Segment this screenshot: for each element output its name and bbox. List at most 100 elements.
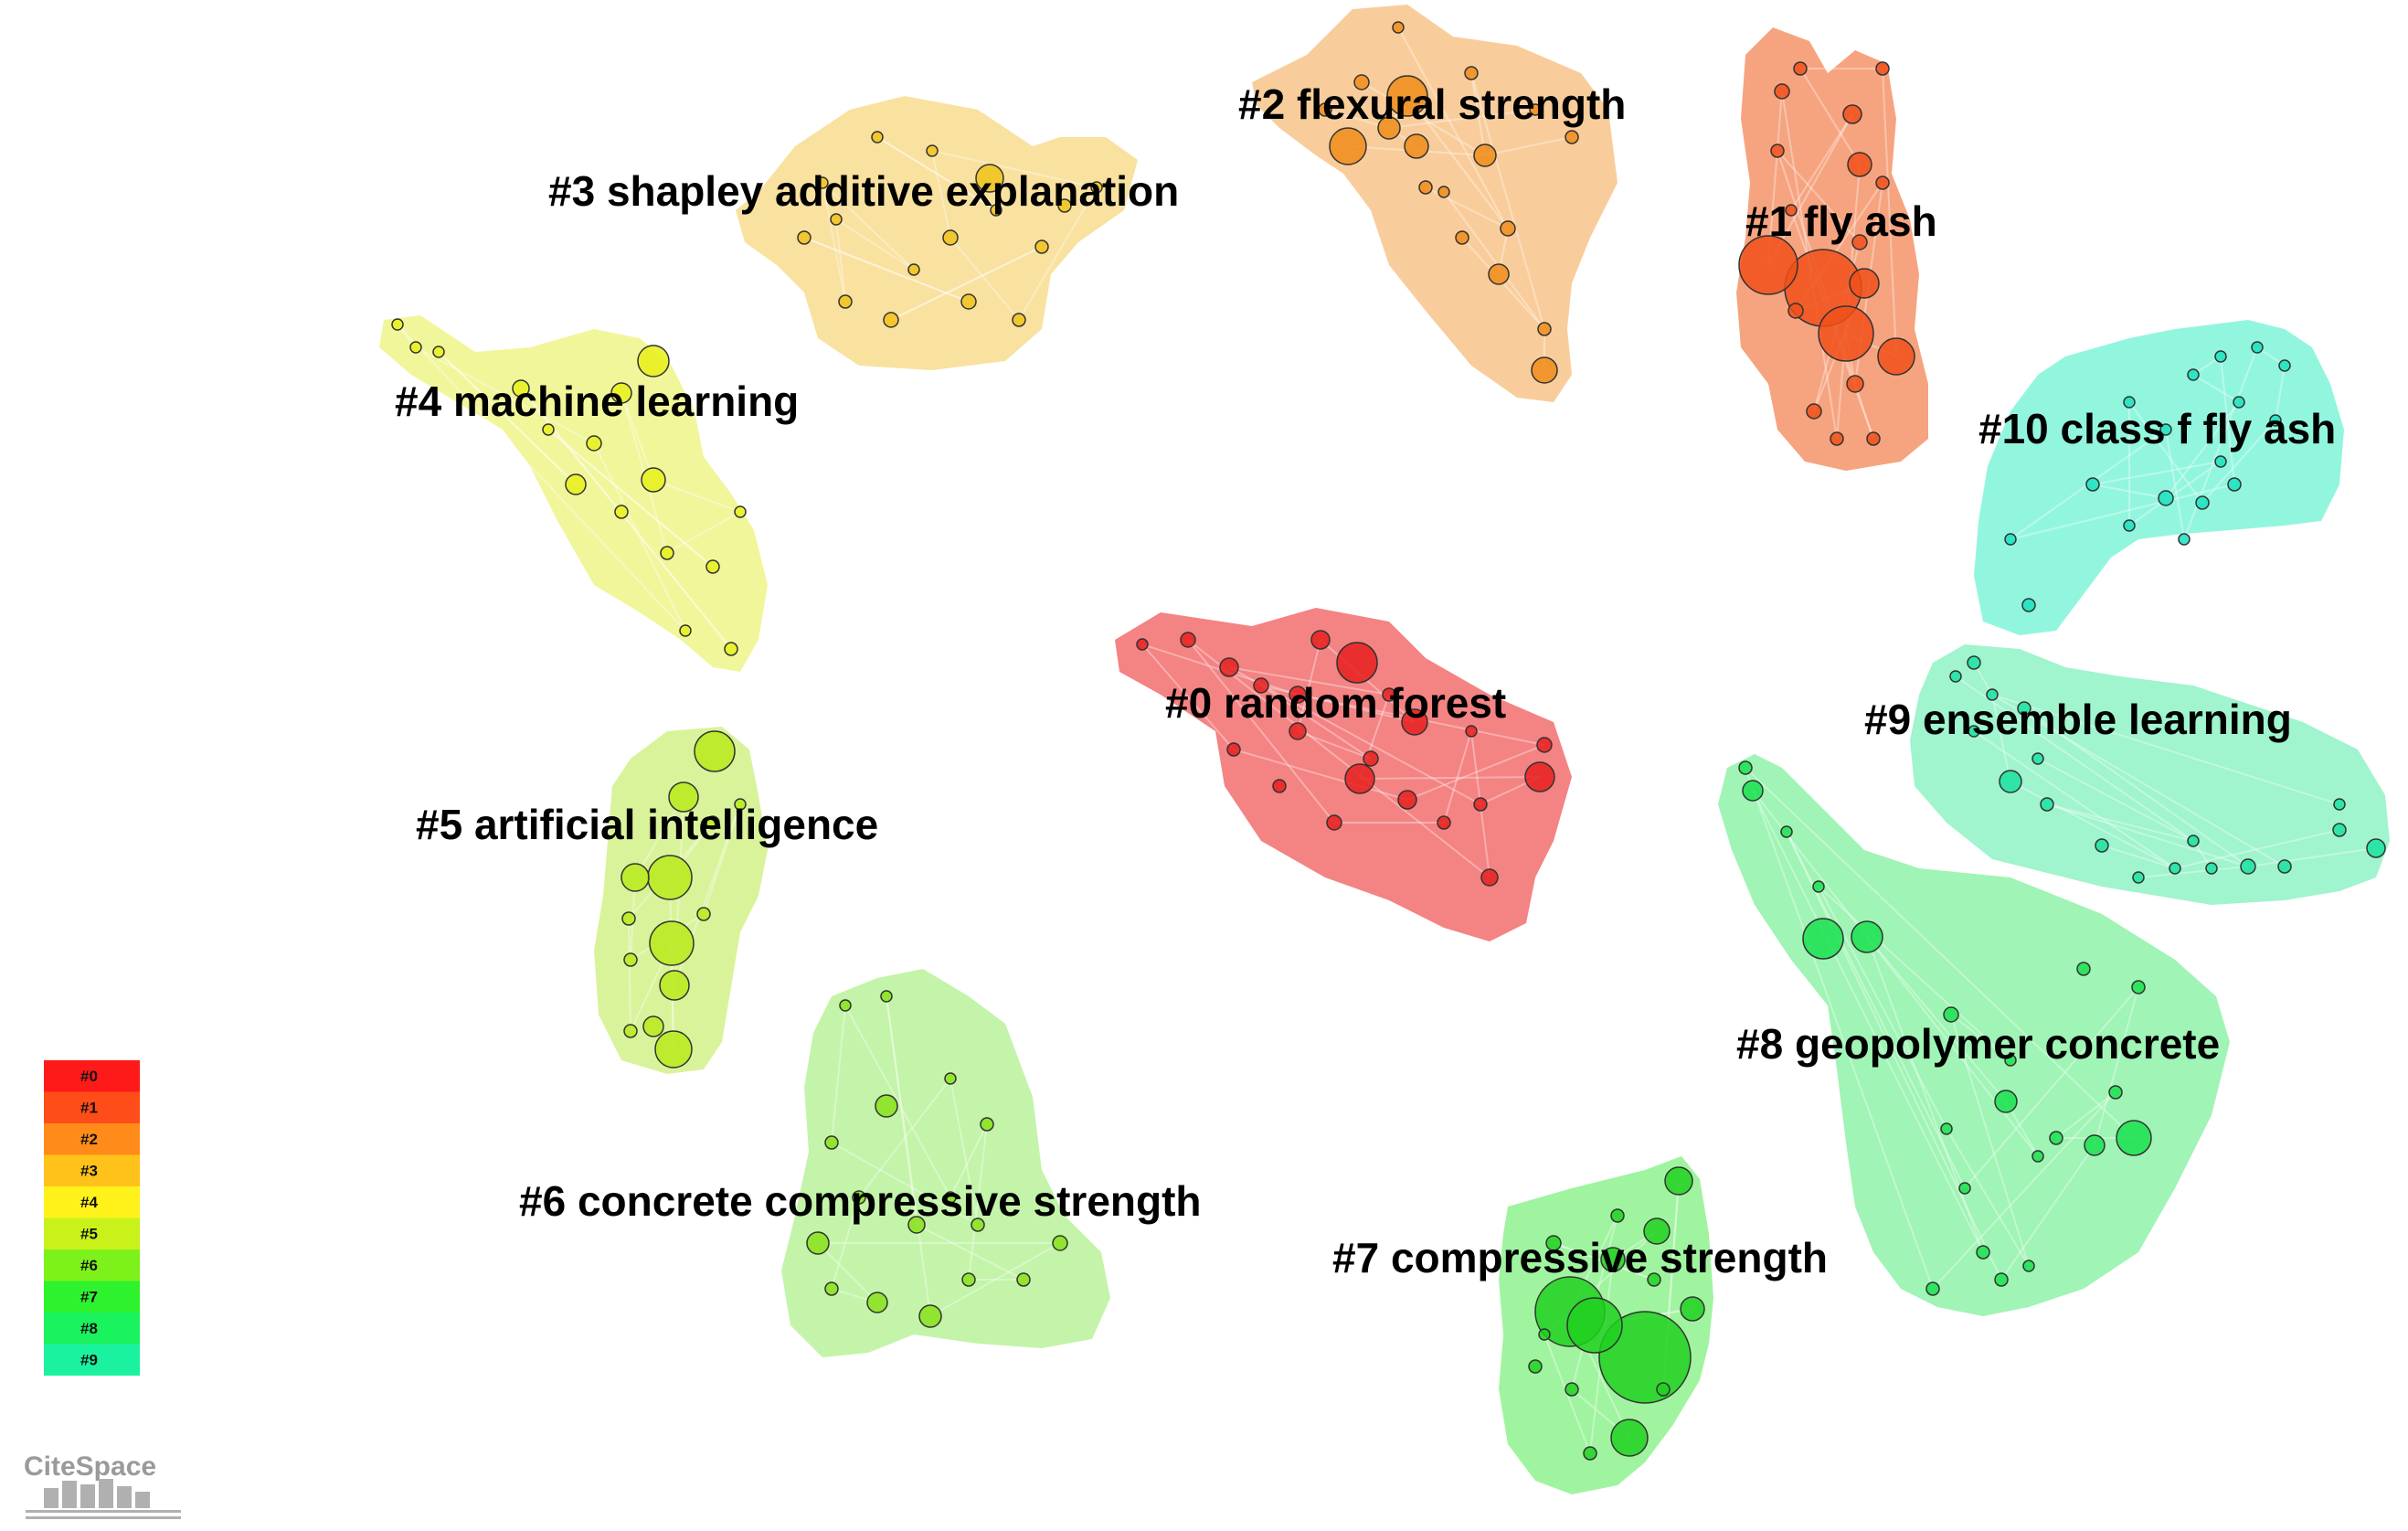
cluster-node[interactable] [1012, 313, 1026, 327]
cluster-node[interactable] [1090, 181, 1103, 194]
cluster-node[interactable] [1318, 102, 1332, 117]
cluster-node[interactable] [679, 624, 692, 637]
cluster-node[interactable] [1480, 868, 1499, 887]
cluster-node[interactable] [1052, 1235, 1068, 1251]
cluster-node[interactable] [1473, 797, 1488, 812]
cluster-node[interactable] [1846, 375, 1864, 393]
cluster-node[interactable] [1851, 920, 1883, 953]
cluster-node[interactable] [1647, 1272, 1661, 1287]
cluster-node[interactable] [705, 559, 720, 574]
cluster-node[interactable] [2251, 341, 2264, 354]
cluster-node[interactable] [1437, 186, 1450, 198]
cluster-node[interactable] [883, 312, 899, 328]
cluster-node[interactable] [961, 1272, 976, 1287]
cluster-node[interactable] [2085, 477, 2100, 492]
cluster-node[interactable] [797, 230, 812, 245]
cluster-node[interactable] [1529, 103, 1542, 116]
cluster-node[interactable] [1353, 74, 1370, 90]
cluster-node[interactable] [668, 781, 699, 813]
cluster-node[interactable] [2022, 1260, 2035, 1272]
cluster-node[interactable] [642, 1015, 664, 1037]
cluster-node[interactable] [542, 423, 555, 436]
cluster-node[interactable] [1289, 686, 1307, 704]
cluster-node[interactable] [1940, 1122, 1953, 1135]
cluster-node[interactable] [2123, 396, 2136, 409]
cluster-node[interactable] [871, 131, 884, 144]
cluster-node[interactable] [2116, 1120, 2152, 1156]
cluster-node[interactable] [944, 1191, 957, 1204]
cluster-node[interactable] [1967, 655, 1981, 670]
cluster-node[interactable] [2132, 871, 2145, 884]
cluster-node[interactable] [1877, 337, 1915, 376]
cluster-node[interactable] [816, 176, 829, 189]
cluster-node[interactable] [942, 229, 959, 246]
cluster-node[interactable] [610, 382, 632, 404]
cluster-node[interactable] [1875, 175, 1890, 190]
cluster-node[interactable] [1842, 104, 1862, 124]
cluster-node[interactable] [1925, 1281, 1940, 1296]
cluster-node[interactable] [975, 164, 1004, 193]
cluster-node[interactable] [1583, 1446, 1597, 1461]
cluster-node[interactable] [654, 1030, 693, 1069]
cluster-node[interactable] [2040, 797, 2054, 812]
cluster-node[interactable] [2240, 858, 2256, 875]
cluster-node[interactable] [1994, 1272, 2009, 1287]
cluster-node[interactable] [1363, 750, 1379, 767]
cluster-node[interactable] [1326, 814, 1342, 831]
cluster-node[interactable] [1600, 1247, 1626, 1272]
cluster-node[interactable] [1226, 742, 1241, 757]
cluster-node[interactable] [1770, 144, 1785, 158]
cluster-node[interactable] [1386, 75, 1428, 117]
cluster-node[interactable] [1473, 144, 1497, 167]
cluster-node[interactable] [1566, 1297, 1623, 1354]
cluster-node[interactable] [2214, 455, 2227, 468]
cluster-node[interactable] [734, 798, 747, 811]
cluster-node[interactable] [649, 920, 695, 966]
cluster-node[interactable] [2277, 859, 2292, 874]
cluster-node[interactable] [1598, 1311, 1692, 1404]
cluster-node[interactable] [391, 318, 404, 331]
cluster-node[interactable] [1866, 431, 1881, 446]
cluster-node[interactable] [512, 379, 530, 398]
cluster-node[interactable] [1812, 880, 1825, 893]
cluster-node[interactable] [2187, 835, 2200, 847]
cluster-node[interactable] [971, 1217, 985, 1232]
cluster-node[interactable] [1382, 687, 1396, 702]
cluster-node[interactable] [907, 263, 920, 276]
cluster-node[interactable] [1818, 305, 1874, 362]
cluster-node[interactable] [2333, 798, 2346, 811]
cluster-node[interactable] [1465, 725, 1478, 738]
cluster-node[interactable] [1565, 1382, 1579, 1397]
cluster-node[interactable] [1986, 688, 1999, 701]
cluster-node[interactable] [2095, 838, 2109, 853]
cluster-node[interactable] [659, 970, 690, 1001]
cluster-node[interactable] [623, 952, 638, 967]
cluster-node[interactable] [1455, 230, 1469, 245]
cluster-node[interactable] [1875, 61, 1890, 76]
cluster-node[interactable] [621, 911, 636, 926]
cluster-node[interactable] [1664, 1166, 1693, 1196]
cluster-node[interactable] [1538, 1328, 1551, 1341]
cluster-node[interactable] [1057, 198, 1072, 213]
cluster-node[interactable] [838, 294, 853, 309]
cluster-node[interactable] [2031, 752, 2044, 765]
cluster-node[interactable] [2123, 519, 2136, 532]
cluster-node[interactable] [880, 990, 893, 1003]
cluster-node[interactable] [1253, 677, 1269, 694]
cluster-node[interactable] [944, 1072, 957, 1085]
cluster-node[interactable] [2169, 862, 2181, 875]
cluster-node[interactable] [1219, 657, 1239, 677]
cluster-node[interactable] [2108, 1085, 2123, 1100]
cluster-node[interactable] [586, 435, 602, 452]
cluster-node[interactable] [1780, 825, 1793, 838]
cluster-node[interactable] [2278, 359, 2291, 372]
cluster-node[interactable] [866, 1292, 888, 1313]
cluster-node[interactable] [2004, 533, 2017, 546]
cluster-node[interactable] [1949, 670, 1962, 683]
cluster-node[interactable] [1437, 815, 1451, 830]
cluster-node[interactable] [1774, 83, 1790, 100]
cluster-node[interactable] [2366, 838, 2386, 858]
cluster-node[interactable] [1999, 770, 2022, 793]
cluster-node[interactable] [432, 346, 445, 358]
cluster-node[interactable] [1531, 356, 1558, 384]
